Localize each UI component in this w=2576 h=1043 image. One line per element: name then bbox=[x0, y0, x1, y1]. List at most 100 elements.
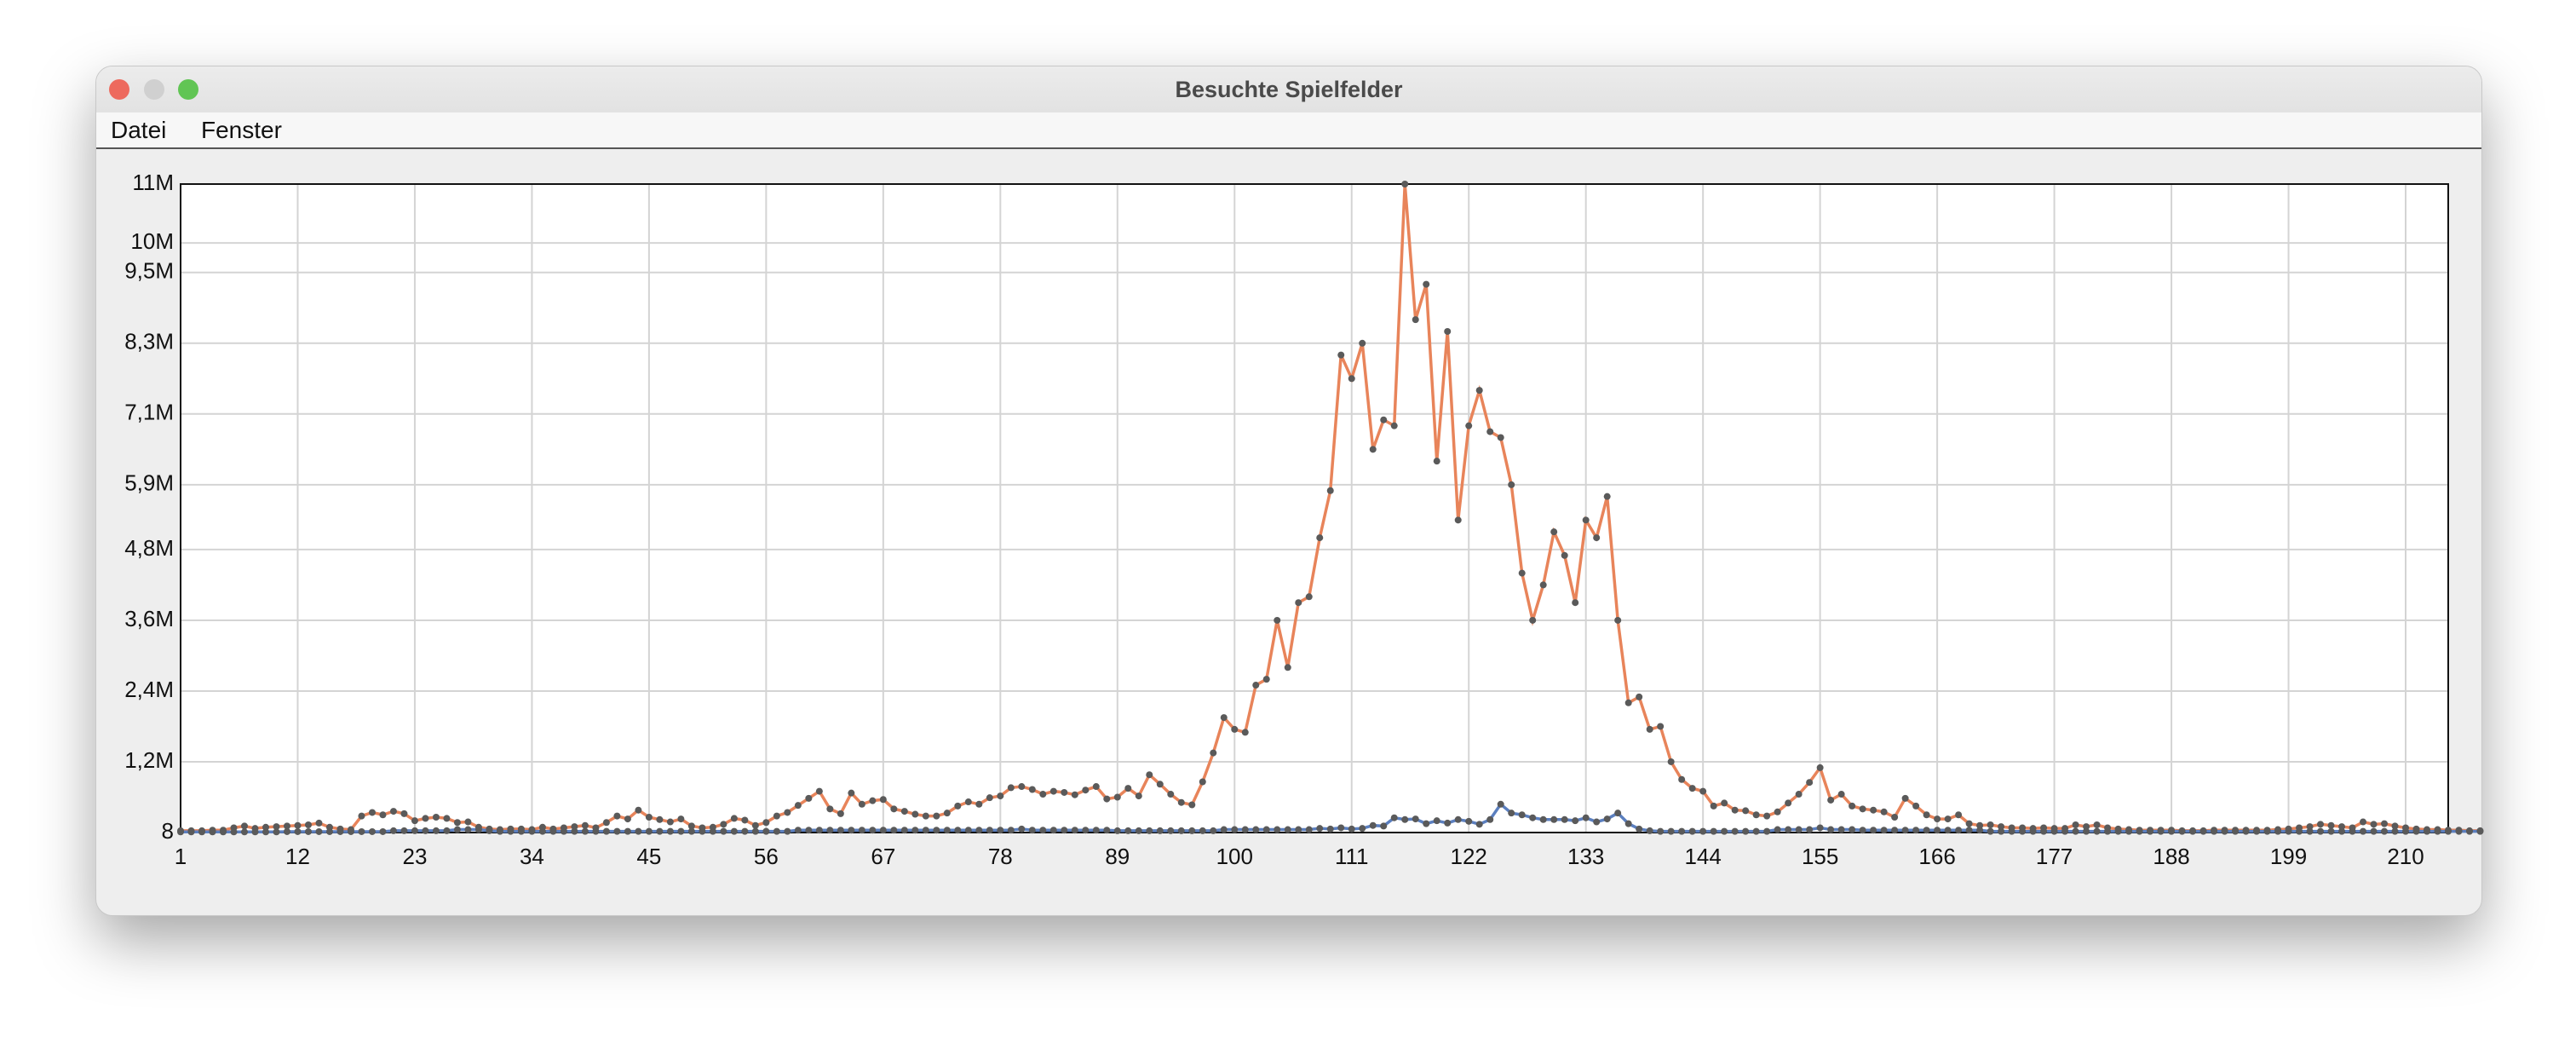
y-tick-label: 8 bbox=[162, 818, 174, 844]
zoom-button[interactable] bbox=[178, 79, 198, 100]
x-tick-label: 100 bbox=[1216, 844, 1253, 869]
minimize-button[interactable] bbox=[144, 79, 164, 100]
data-point bbox=[1636, 825, 1643, 833]
data-point bbox=[2072, 821, 2079, 829]
data-point bbox=[826, 827, 834, 834]
data-point bbox=[368, 827, 376, 835]
data-point bbox=[869, 827, 877, 834]
data-point bbox=[943, 827, 951, 834]
data-point bbox=[2072, 827, 2079, 835]
data-point bbox=[1912, 827, 1920, 834]
menu-item[interactable]: Fenster bbox=[201, 117, 282, 143]
data-point bbox=[687, 827, 695, 835]
data-point bbox=[635, 827, 642, 835]
data-point bbox=[837, 810, 844, 817]
data-point bbox=[2306, 827, 2314, 835]
data-point bbox=[219, 828, 227, 836]
plot-area bbox=[181, 184, 2448, 833]
data-point bbox=[1465, 817, 1473, 825]
data-point bbox=[1380, 416, 1388, 424]
y-tick-label: 7,1M bbox=[124, 400, 174, 425]
data-point bbox=[1795, 791, 1803, 798]
x-tick-label: 188 bbox=[2153, 844, 2189, 869]
data-point bbox=[1103, 795, 1111, 803]
data-point bbox=[1433, 458, 1440, 465]
data-point bbox=[1295, 826, 1302, 833]
data-point bbox=[933, 812, 940, 820]
data-point bbox=[1582, 814, 1590, 821]
data-point bbox=[1252, 826, 1260, 833]
data-point bbox=[2424, 827, 2431, 835]
data-point bbox=[1018, 783, 1026, 791]
data-point bbox=[2114, 827, 2122, 835]
data-point bbox=[1976, 821, 1984, 829]
data-point bbox=[1837, 791, 1845, 798]
data-point bbox=[2285, 827, 2292, 835]
data-point bbox=[826, 805, 834, 813]
data-point bbox=[943, 810, 951, 817]
data-point bbox=[1082, 787, 1090, 794]
data-point bbox=[741, 816, 749, 824]
close-button[interactable] bbox=[109, 79, 129, 100]
x-tick-label: 12 bbox=[285, 844, 310, 869]
data-point bbox=[209, 828, 216, 836]
data-point bbox=[2232, 827, 2240, 835]
data-point bbox=[1944, 815, 1952, 823]
data-point bbox=[1870, 827, 1877, 834]
data-point bbox=[581, 827, 589, 835]
data-point bbox=[1827, 826, 1835, 833]
data-point bbox=[1274, 826, 1281, 833]
data-point bbox=[2445, 827, 2452, 835]
data-point bbox=[1199, 827, 1206, 834]
data-point bbox=[1210, 827, 1217, 834]
data-point bbox=[358, 827, 365, 835]
data-point bbox=[730, 827, 738, 835]
data-point bbox=[741, 827, 749, 835]
data-point bbox=[1167, 827, 1175, 834]
data-point bbox=[2125, 827, 2133, 835]
data-point bbox=[1508, 481, 1515, 488]
data-point bbox=[1624, 820, 1632, 827]
data-point bbox=[1859, 805, 1866, 813]
data-point bbox=[613, 827, 621, 835]
x-tick-label: 177 bbox=[2036, 844, 2073, 869]
data-point bbox=[964, 798, 972, 806]
data-point bbox=[1177, 827, 1185, 834]
data-point bbox=[602, 827, 610, 835]
data-point bbox=[890, 827, 898, 834]
data-point bbox=[1699, 787, 1707, 795]
data-point bbox=[1061, 827, 1068, 834]
data-point bbox=[1955, 811, 1963, 819]
menu-item[interactable]: Datei bbox=[111, 117, 167, 143]
data-point bbox=[1923, 811, 1930, 819]
data-point bbox=[1976, 827, 1984, 834]
data-point bbox=[1998, 827, 2005, 835]
data-point bbox=[2402, 827, 2410, 835]
data-point bbox=[1210, 749, 1217, 757]
data-point bbox=[1337, 824, 1345, 832]
data-point bbox=[1241, 729, 1249, 736]
data-point bbox=[1316, 534, 1324, 542]
data-point bbox=[2253, 827, 2261, 835]
data-point bbox=[1561, 815, 1568, 823]
data-point bbox=[2093, 827, 2101, 835]
data-point bbox=[2434, 827, 2441, 835]
y-tick-label: 8,3M bbox=[124, 329, 174, 354]
data-point bbox=[1518, 811, 1526, 819]
data-point bbox=[1763, 827, 1771, 835]
data-point bbox=[954, 827, 962, 834]
data-point bbox=[1550, 815, 1558, 823]
data-point bbox=[1593, 818, 1601, 826]
data-point bbox=[592, 827, 600, 835]
data-point bbox=[496, 827, 503, 835]
data-point bbox=[794, 802, 802, 810]
data-point bbox=[1731, 827, 1739, 835]
data-point bbox=[560, 827, 567, 835]
data-point bbox=[1699, 827, 1707, 835]
data-point bbox=[1934, 827, 1941, 834]
data-point bbox=[379, 827, 387, 835]
data-point bbox=[911, 827, 919, 834]
data-point bbox=[2296, 827, 2303, 835]
x-tick-label: 166 bbox=[1918, 844, 1955, 869]
